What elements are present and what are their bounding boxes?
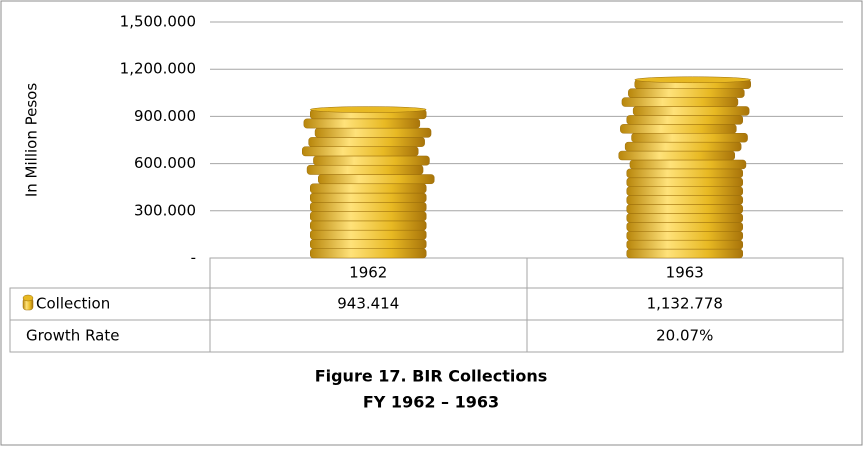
coin bbox=[620, 124, 737, 134]
coin bbox=[626, 239, 743, 250]
coin bbox=[626, 231, 743, 241]
y-tick-label: - bbox=[191, 249, 196, 267]
x-tick-label: 1963 bbox=[666, 264, 704, 282]
coin bbox=[626, 222, 743, 232]
row-label: Growth Rate bbox=[26, 327, 119, 345]
coin bbox=[306, 164, 424, 175]
coin bbox=[314, 127, 432, 138]
coin bbox=[310, 229, 427, 240]
coin bbox=[318, 174, 435, 185]
coin bbox=[628, 88, 745, 98]
legend-label: Collection bbox=[36, 295, 110, 313]
chart-subtitle: FY 1962 – 1963 bbox=[363, 393, 499, 412]
coin bbox=[308, 137, 425, 147]
coin bbox=[624, 141, 742, 152]
growth-label: 20.07% bbox=[656, 327, 713, 345]
coin bbox=[313, 155, 430, 166]
coin bbox=[626, 195, 743, 205]
coin bbox=[626, 168, 743, 179]
coin bbox=[310, 202, 427, 212]
coin bbox=[310, 239, 427, 249]
coin bbox=[302, 146, 419, 157]
coin bbox=[626, 177, 743, 187]
bar bbox=[618, 76, 751, 259]
table-row bbox=[9, 319, 844, 353]
coin bbox=[629, 159, 747, 170]
coin bbox=[310, 183, 427, 194]
coin bbox=[632, 106, 750, 116]
data-label: 943.414 bbox=[337, 295, 399, 313]
coin-top bbox=[310, 106, 427, 113]
coin bbox=[626, 115, 743, 125]
y-tick-label: 1,200.000 bbox=[120, 60, 196, 78]
coin bbox=[303, 118, 421, 129]
bar bbox=[302, 106, 435, 259]
y-tick-label: 600.000 bbox=[134, 154, 196, 172]
coin bbox=[310, 220, 427, 231]
coin bbox=[618, 150, 735, 161]
y-tick-label: 1,500.000 bbox=[120, 13, 196, 31]
coin bbox=[621, 97, 739, 107]
coin bbox=[626, 204, 743, 214]
chart-title: Figure 17. BIR Collections bbox=[315, 367, 548, 386]
coin bbox=[310, 192, 427, 203]
coin bbox=[631, 132, 748, 143]
legend-icon bbox=[22, 294, 34, 311]
y-tick-label: 900.000 bbox=[134, 107, 196, 125]
coin bbox=[626, 186, 743, 196]
coin-top bbox=[22, 294, 34, 302]
coin bbox=[310, 248, 427, 259]
coin-top bbox=[634, 76, 751, 84]
y-tick-label: 300.000 bbox=[134, 201, 196, 219]
y-axis-label: In Million Pesos bbox=[23, 83, 41, 197]
coin bbox=[626, 213, 743, 223]
x-tick-label: 1962 bbox=[349, 264, 387, 282]
coin bbox=[626, 248, 743, 259]
coin bbox=[310, 211, 427, 222]
data-label: 1,132.778 bbox=[647, 295, 723, 313]
